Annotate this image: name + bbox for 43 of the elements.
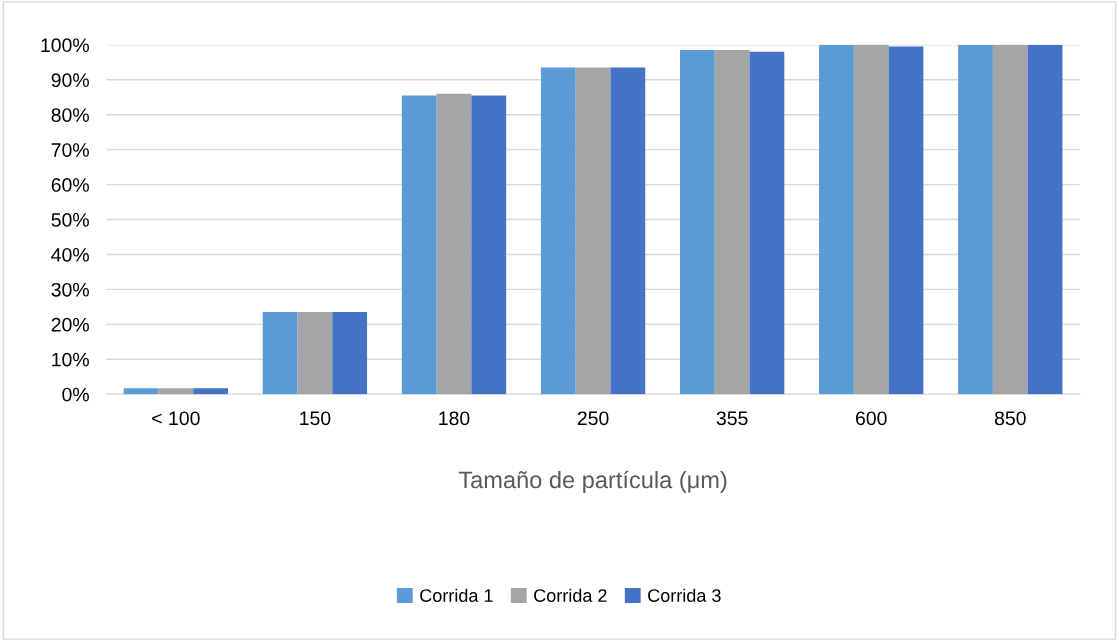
x-axis-title: Tamaño de partícula (μm)	[458, 470, 727, 493]
x-tick-label: 355	[716, 411, 748, 426]
bar	[992, 44, 1028, 395]
bar	[819, 44, 854, 395]
bar	[679, 50, 715, 395]
x-tick-label: 250	[577, 411, 609, 426]
bar	[332, 312, 368, 395]
y-tick-label: 20%	[51, 317, 89, 332]
x-tick-label: 600	[855, 411, 887, 426]
bar	[714, 50, 750, 395]
bar	[888, 46, 924, 395]
bar	[123, 388, 159, 395]
y-tick-label: 10%	[52, 352, 89, 367]
y-tick-label: 70%	[51, 143, 89, 157]
y-tick-label: 0%	[62, 387, 89, 402]
y-tick-label: 90%	[51, 73, 89, 88]
bar	[297, 312, 333, 395]
x-tick-label: < 100	[152, 411, 200, 426]
bar	[436, 93, 472, 395]
bar	[853, 44, 889, 395]
x-tick-label: 150	[300, 411, 331, 426]
x-tick-label: 180	[439, 411, 470, 426]
legend-label: Corrida 1	[420, 588, 493, 602]
bar	[575, 67, 611, 395]
bar	[193, 388, 228, 395]
bar	[610, 67, 646, 395]
bar	[540, 67, 576, 395]
legend-label: Corrida 2	[534, 588, 607, 602]
bar	[1027, 44, 1063, 395]
y-tick-label: 40%	[51, 247, 89, 262]
bar	[401, 95, 437, 395]
bar	[158, 388, 194, 395]
bar	[262, 312, 298, 395]
bar	[471, 95, 507, 395]
y-tick-label: 80%	[51, 108, 89, 122]
legend-label: Corrida 3	[648, 588, 721, 602]
bar	[749, 51, 785, 395]
y-tick-label: 60%	[51, 178, 89, 192]
y-tick-label: 100%	[41, 38, 89, 53]
y-tick-label: 50%	[51, 213, 89, 227]
y-tick-label: 30%	[51, 282, 89, 297]
x-tick-label: 850	[994, 411, 1026, 426]
bar	[958, 44, 993, 395]
